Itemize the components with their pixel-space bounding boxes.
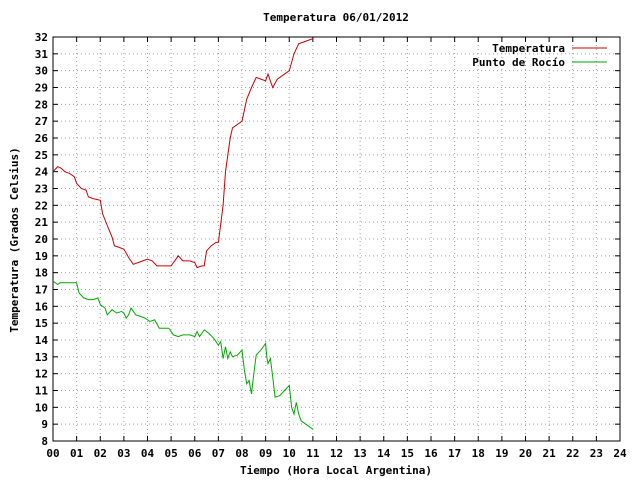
y-tick-label: 31 <box>35 48 49 61</box>
x-tick-label: 23 <box>590 447 603 460</box>
chart-legend: Temperatura Punto de Rocío <box>472 42 607 69</box>
x-tick-label: 11 <box>306 447 320 460</box>
y-tick-label: 15 <box>35 317 48 330</box>
y-tick-label: 18 <box>35 267 48 280</box>
x-tick-label: 20 <box>519 447 532 460</box>
x-tick-label: 06 <box>188 447 202 460</box>
y-tick-label: 13 <box>35 351 48 364</box>
x-tick-label: 12 <box>330 447 343 460</box>
y-tick-label: 29 <box>35 82 48 95</box>
y-tick-label: 23 <box>35 183 48 196</box>
chart-axes <box>52 36 621 442</box>
x-tick-label: 03 <box>117 447 130 460</box>
x-tick-label: 21 <box>543 447 557 460</box>
y-tick-label: 9 <box>41 418 48 431</box>
y-tick-label: 11 <box>35 385 49 398</box>
y-tick-label: 16 <box>35 300 49 313</box>
series-line-temperatura <box>52 38 314 269</box>
x-tick-label: 05 <box>165 447 178 460</box>
y-tick-label: 22 <box>35 199 48 212</box>
x-tick-label: 14 <box>377 447 391 460</box>
y-tick-label: 17 <box>35 284 48 297</box>
x-axis-label: Tiempo (Hora Local Argentina) <box>240 464 432 477</box>
series-line-punto-de-rocio <box>52 280 314 430</box>
y-tick-label: 10 <box>35 401 48 414</box>
y-tick-label: 14 <box>35 334 49 347</box>
x-tick-label: 18 <box>472 447 485 460</box>
y-tick-label: 12 <box>35 368 48 381</box>
y-tick-label: 19 <box>35 250 48 263</box>
y-tick-labels: 8 9 10 11 12 13 14 15 16 17 18 19 20 21 22 23 24 25 26 27 28… <box>35 31 49 448</box>
plot-border <box>52 36 621 442</box>
series-lines <box>52 38 314 430</box>
x-tick-label: 19 <box>495 447 508 460</box>
y-axis-label: Temperatura (Grados Celsius) <box>8 147 21 332</box>
x-tick-labels: 00 01 02 03 04 05 06 07 08 09 10 11 12 13 14 15 16 17 18 19… <box>46 447 627 460</box>
x-tick-label: 07 <box>212 447 225 460</box>
y-tick-label: 20 <box>35 233 48 246</box>
y-tick-label: 24 <box>35 166 49 179</box>
x-tick-label: 00 <box>46 447 59 460</box>
y-tick-label: 30 <box>35 65 48 78</box>
x-tick-label: 02 <box>94 447 107 460</box>
y-tick-label: 25 <box>35 149 48 162</box>
legend-label-temperatura: Temperatura <box>492 42 565 55</box>
y-tick-label: 27 <box>35 115 48 128</box>
x-tick-label: 22 <box>566 447 579 460</box>
y-tick-label: 8 <box>41 435 48 448</box>
chart-title: Temperatura 06/01/2012 <box>263 11 409 24</box>
y-tick-label: 28 <box>35 98 48 111</box>
x-tick-label: 10 <box>283 447 296 460</box>
x-tick-label: 09 <box>259 447 272 460</box>
x-tick-label: 08 <box>235 447 248 460</box>
x-tick-label: 01 <box>70 447 84 460</box>
x-tick-label: 04 <box>141 447 155 460</box>
chart-grid <box>53 37 620 441</box>
y-tick-label: 32 <box>35 31 48 44</box>
x-tick-label: 24 <box>613 447 627 460</box>
x-tick-label: 15 <box>401 447 414 460</box>
y-tick-label: 21 <box>35 216 49 229</box>
legend-label-punto-de-rocio: Punto de Rocío <box>472 56 565 69</box>
x-tick-label: 13 <box>354 447 367 460</box>
y-tick-label: 26 <box>35 132 49 145</box>
x-tick-label: 16 <box>424 447 438 460</box>
x-tick-label: 17 <box>448 447 461 460</box>
